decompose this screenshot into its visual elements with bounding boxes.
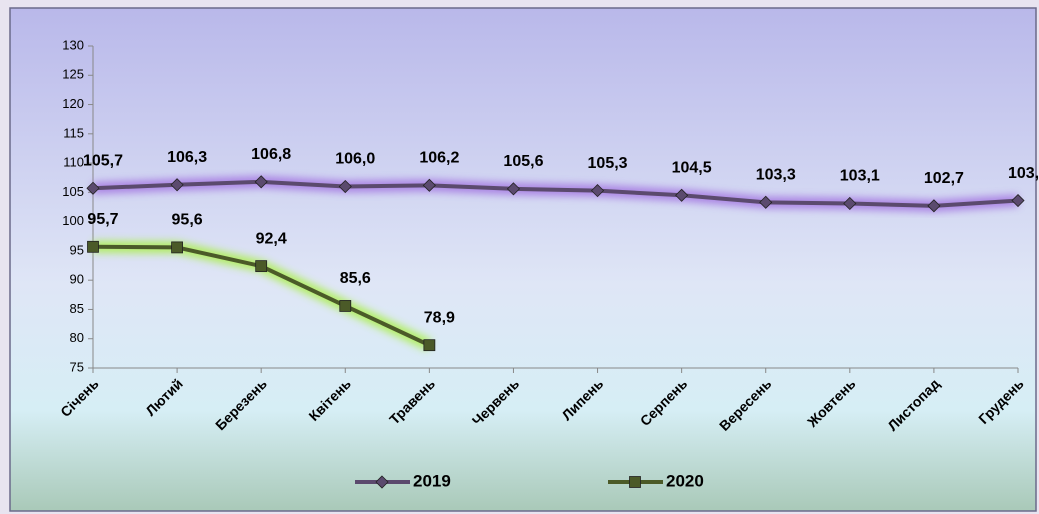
y-tick-label: 90 xyxy=(70,272,84,287)
y-tick-label: 125 xyxy=(62,67,84,82)
marker xyxy=(87,240,99,253)
marker xyxy=(675,188,689,202)
value-label: 102,7 xyxy=(924,170,964,187)
value-label: 78,9 xyxy=(424,309,455,326)
y-tick-label: 95 xyxy=(70,242,84,257)
value-label: 103,3 xyxy=(756,167,796,184)
marker xyxy=(86,181,100,195)
marker xyxy=(338,179,352,194)
marker xyxy=(927,199,941,213)
marker xyxy=(1011,193,1025,208)
value-label: 103,1 xyxy=(840,168,880,185)
value-label: 103,6 xyxy=(1008,165,1039,182)
marker xyxy=(254,175,268,189)
y-tick-label: 105 xyxy=(62,184,84,199)
value-label: 106,0 xyxy=(335,151,375,168)
value-label: 104,5 xyxy=(672,160,712,177)
y-tick-label: 75 xyxy=(70,359,84,374)
marker xyxy=(375,475,389,489)
marker xyxy=(629,476,641,488)
legend-label: 2020 xyxy=(666,471,704,490)
value-label: 106,8 xyxy=(251,146,291,163)
marker xyxy=(590,184,605,198)
y-tick-label: 115 xyxy=(63,125,84,140)
marker xyxy=(843,196,857,211)
marker xyxy=(423,339,436,352)
y-tick-label: 110 xyxy=(63,155,84,170)
marker xyxy=(339,300,352,312)
value-label: 92,4 xyxy=(256,230,287,247)
marker xyxy=(422,178,436,192)
marker xyxy=(171,241,183,254)
value-label: 95,7 xyxy=(87,211,118,228)
value-label: 106,3 xyxy=(167,149,207,166)
value-label: 105,6 xyxy=(503,153,543,170)
value-label: 105,7 xyxy=(83,152,123,169)
marker xyxy=(506,182,521,196)
y-tick-label: 80 xyxy=(70,330,84,345)
legend-label: 2019 xyxy=(413,471,451,490)
y-tick-label: 120 xyxy=(62,96,84,111)
value-label: 106,2 xyxy=(419,150,459,167)
series-line xyxy=(92,179,1019,208)
marker xyxy=(759,195,773,209)
chart-bg xyxy=(9,7,1037,512)
value-label: 105,3 xyxy=(588,155,628,172)
y-tick-label: 100 xyxy=(62,213,84,228)
value-label: 95,6 xyxy=(172,212,203,229)
value-label: 85,6 xyxy=(340,270,371,287)
marker xyxy=(255,260,268,273)
y-tick-label: 85 xyxy=(70,301,84,316)
y-tick-label: 130 xyxy=(62,37,84,52)
marker xyxy=(170,178,184,192)
